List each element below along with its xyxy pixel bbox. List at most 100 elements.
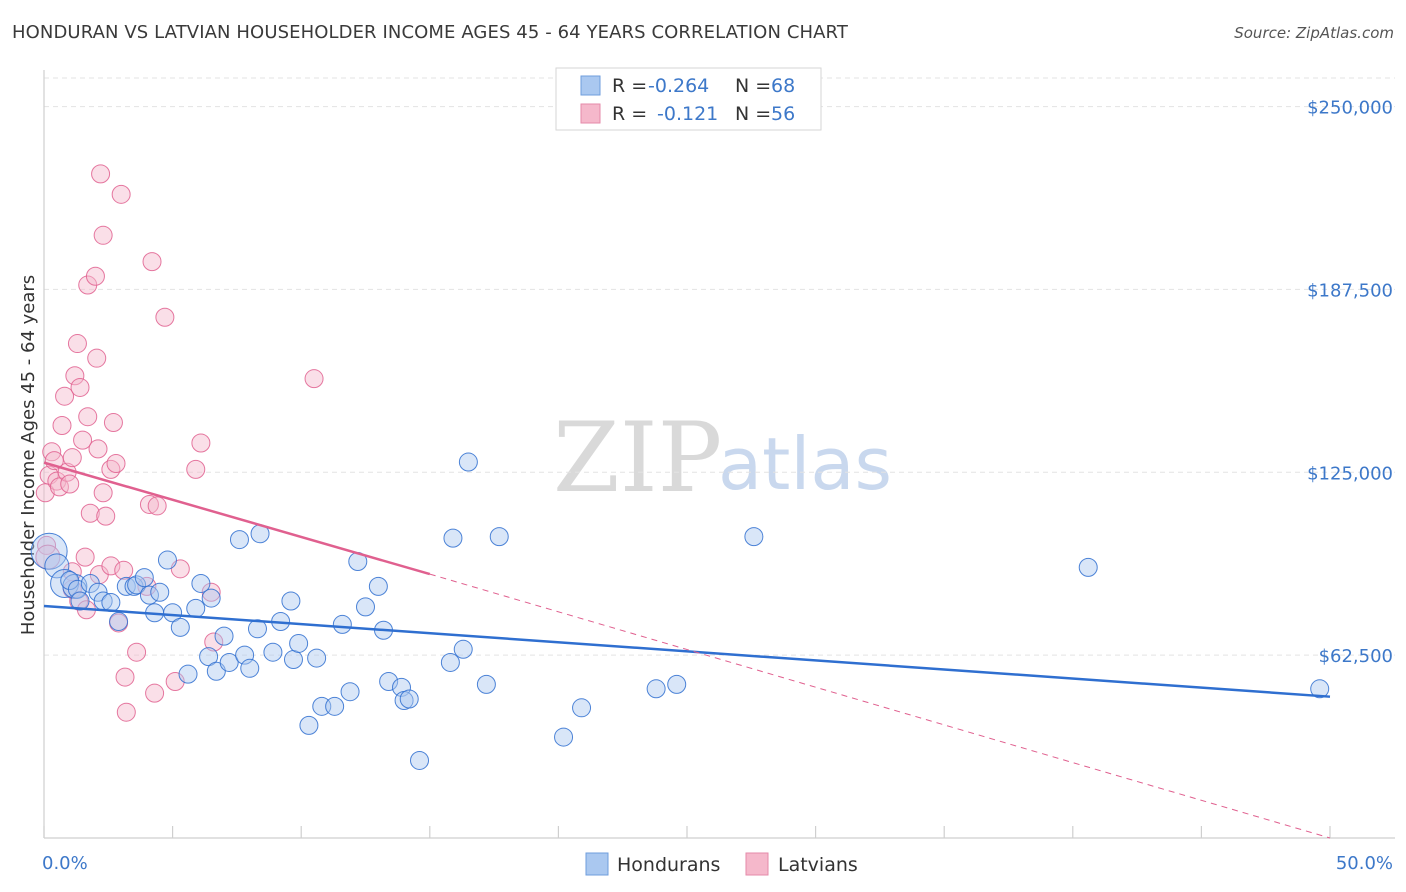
honduran-point <box>307 648 327 668</box>
honduran-point <box>299 715 319 735</box>
x-tick-label: 50.0% <box>1336 853 1393 874</box>
y-tick-label: $62,500 <box>1319 646 1393 667</box>
honduran-point <box>281 591 301 611</box>
latvian-point <box>304 369 324 389</box>
latvian-point <box>147 496 167 516</box>
y-tick-label: $125,000 <box>1307 463 1393 484</box>
chart-title: HONDURAN VS LATVIAN HOUSEHOLDER INCOME A… <box>12 22 848 43</box>
honduran-point <box>150 582 170 602</box>
honduran-point <box>30 532 68 570</box>
honduran-point <box>410 750 430 770</box>
honduran-point <box>88 582 108 602</box>
honduran-point <box>229 530 249 550</box>
honduran-point <box>458 452 478 472</box>
honduran-point <box>240 658 260 678</box>
source-label: Source: ZipAtlas.com <box>1234 24 1394 42</box>
honduran-point <box>368 576 388 596</box>
honduran-point <box>134 568 154 588</box>
honduran-point <box>399 689 419 709</box>
honduran-point <box>443 528 463 548</box>
legend-swatch-blue <box>580 75 601 96</box>
honduran-point <box>289 633 309 653</box>
honduran-point <box>340 682 360 702</box>
honduran-point <box>554 727 574 747</box>
latvian-point <box>145 683 165 703</box>
y-tick-label: $250,000 <box>1307 98 1393 119</box>
latvian-point <box>52 415 72 435</box>
honduran-point <box>453 639 473 659</box>
latvian-point <box>91 164 111 184</box>
honduran-point <box>744 527 764 547</box>
bottom-legend-swatch-blue <box>585 852 609 876</box>
latvian-point <box>114 560 134 580</box>
latvian-point <box>101 556 121 576</box>
latvian-point <box>55 386 75 406</box>
latvians-trend-extension <box>429 573 1331 839</box>
legend-n-value-1: 68 <box>771 75 795 97</box>
bottom-legend: Hondurans Latvians <box>585 852 858 876</box>
honduran-point <box>199 647 219 667</box>
honduran-point <box>489 527 509 547</box>
latvian-point <box>93 483 113 503</box>
honduran-point <box>157 550 177 570</box>
honduran-point <box>109 611 129 631</box>
honduran-point <box>191 573 211 593</box>
latvian-point <box>191 433 211 453</box>
honduran-point <box>127 575 147 595</box>
honduran-point <box>178 664 198 684</box>
latvian-point <box>80 503 100 523</box>
y-tick-label: $187,500 <box>1307 280 1393 301</box>
legend-r-value-2: -0.121 <box>657 103 718 125</box>
latvian-point <box>78 407 98 427</box>
latvian-point <box>73 430 93 450</box>
legend-swatch-pink <box>580 103 601 124</box>
honduran-point <box>646 679 666 699</box>
bottom-legend-latvians: Latvians <box>778 854 858 876</box>
latvian-point <box>115 667 135 687</box>
latvian-point <box>204 632 224 652</box>
latvian-point <box>88 439 108 459</box>
honduran-point <box>163 603 183 623</box>
latvian-point <box>62 448 82 468</box>
tick-labels: $62,500 $125,000 $187,500 $250,000 0.0% 50.0% <box>42 98 1393 874</box>
latvian-point <box>96 506 116 526</box>
honduran-point <box>67 579 87 599</box>
legend-r-label-2: R = <box>612 103 647 125</box>
latvian-point <box>142 252 162 272</box>
honduran-point <box>325 696 345 716</box>
latvian-point <box>85 266 105 286</box>
latvian-point <box>127 642 147 662</box>
honduran-point <box>356 597 375 617</box>
latvian-point <box>106 454 126 474</box>
honduran-point <box>667 674 687 694</box>
honduran-point <box>1310 679 1330 699</box>
latvian-point <box>103 413 123 433</box>
watermark-zip: ZIP <box>553 402 722 514</box>
honduran-point <box>283 650 303 670</box>
latvians-trend-line <box>43 461 431 576</box>
legend-n-label-2: N = <box>735 103 771 125</box>
honduran-point <box>70 591 90 611</box>
honduran-point <box>332 614 352 634</box>
watermark-atlas: atlas <box>718 422 892 506</box>
latvian-point <box>65 366 85 386</box>
honduran-point <box>214 626 234 646</box>
latvian-point <box>70 377 90 397</box>
latvian-point <box>101 459 121 479</box>
honduran-point <box>379 671 399 691</box>
honduran-point <box>476 674 496 694</box>
legend-n-label-1: N = <box>735 75 771 97</box>
honduran-point <box>572 698 592 718</box>
latvian-point <box>87 348 107 368</box>
latvian-point <box>60 474 80 494</box>
latvian-point <box>93 225 113 245</box>
latvian-point <box>111 184 131 204</box>
latvian-point <box>67 334 87 354</box>
latvian-point <box>116 702 136 722</box>
honduran-point <box>101 592 121 612</box>
honduran-point <box>263 642 283 662</box>
y-axis-label: Householder Income Ages 45 - 64 years <box>18 275 39 635</box>
honduran-point <box>440 652 460 672</box>
latvian-point <box>75 547 95 567</box>
